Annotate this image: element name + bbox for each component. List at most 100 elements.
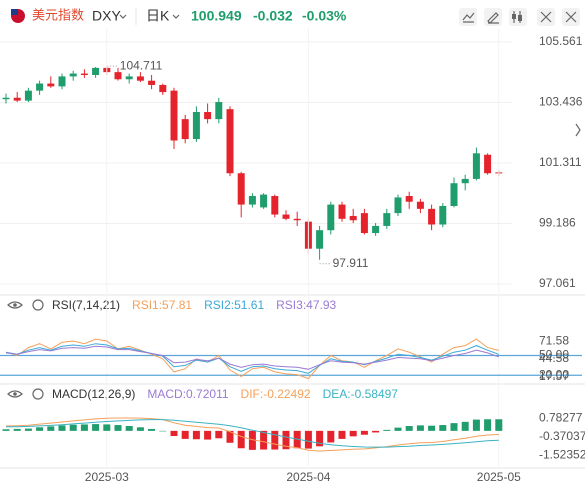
candle-body [439, 205, 447, 225]
candle-body [383, 213, 391, 226]
last-price: 100.949 [191, 8, 242, 24]
histogram-bar [383, 429, 391, 431]
histogram-bar [80, 424, 88, 431]
histogram-bar [237, 430, 245, 449]
histogram-bar [13, 428, 21, 431]
candle-body [204, 112, 212, 120]
draw-icon [487, 12, 499, 24]
indicator-button[interactable] [459, 8, 477, 26]
histogram-bar [204, 430, 212, 440]
candle-body [13, 97, 21, 101]
histogram-bar [192, 430, 200, 440]
histogram-bar [114, 425, 122, 431]
settings-icon[interactable] [32, 299, 44, 311]
x-tick-label: 2025-05 [477, 470, 521, 484]
histogram-bar [428, 425, 436, 431]
histogram-bar [338, 430, 346, 439]
macd-header: MACD(12,26,9) [7, 387, 135, 401]
candle-body [192, 112, 200, 140]
candle-body [405, 196, 413, 202]
histogram-bar [248, 430, 256, 450]
indicator-line [5, 419, 499, 448]
histogram-bar [170, 430, 178, 437]
histogram-bar [2, 429, 10, 431]
dropdown-caret[interactable] [172, 14, 180, 19]
symbol[interactable]: DXY [92, 8, 121, 24]
candle-body [136, 76, 144, 81]
histogram-bar [92, 424, 100, 431]
toolbar [459, 8, 580, 26]
histogram-bar [282, 430, 290, 450]
candle-body [360, 213, 368, 234]
histogram-bar [394, 427, 402, 431]
histogram-bar [159, 430, 167, 432]
flag-canton [11, 9, 18, 15]
indicator-line [5, 345, 499, 370]
max-label: 104.711 [120, 58, 163, 72]
histogram-bar [360, 430, 368, 435]
fullscreen-icon [540, 11, 552, 23]
indicator-line [5, 417, 499, 452]
settings-icon[interactable] [32, 388, 44, 400]
y-tick-label: 71.58 [539, 333, 569, 347]
close-icon [565, 11, 577, 23]
candle-body [416, 201, 424, 209]
candle-body [181, 119, 189, 140]
histogram-bar [69, 424, 77, 431]
reference-label: 50.00 [539, 348, 569, 362]
candle-body [125, 76, 133, 80]
y-tick-label: 99.186 [539, 216, 576, 230]
candle-body [316, 230, 324, 249]
candle-body [271, 196, 279, 215]
candle-body [428, 208, 436, 225]
candle-body [80, 73, 88, 75]
y-tick-label: -0.37037 [539, 429, 585, 443]
histogram-bar [47, 426, 55, 431]
histogram-bar [316, 430, 324, 447]
histogram-bar [58, 425, 66, 431]
expand-arrow[interactable] [575, 123, 581, 137]
histogram-bar [304, 430, 312, 449]
legend-item: MACD:0.72011 [147, 387, 228, 401]
histogram-bar [181, 430, 189, 439]
legend-item: DEA:-0.58497 [323, 387, 399, 401]
legend-item: RSI1:57.81 [132, 298, 192, 312]
x-tick-label: 2025-04 [286, 470, 330, 484]
indicator-line [5, 338, 499, 380]
histogram-bar [484, 419, 492, 431]
candle-body [92, 67, 100, 75]
histogram-bar [495, 419, 503, 431]
candle-body [24, 90, 32, 101]
candle-body [237, 173, 245, 205]
price-change: -0.032 [253, 8, 293, 24]
candle-body [450, 183, 458, 206]
histogram-bar [215, 430, 223, 439]
indicator-title: RSI(7,14,21) [52, 298, 120, 312]
candle-body [394, 197, 402, 214]
histogram-bar [349, 430, 357, 437]
candle-body [293, 218, 301, 221]
candle-body [170, 90, 178, 141]
candle-body [47, 83, 55, 87]
visibility-icon[interactable] [7, 390, 23, 398]
candle-body [349, 215, 357, 221]
histogram-bar [450, 423, 458, 431]
histogram-bar [125, 426, 133, 431]
candle-body [338, 204, 346, 219]
candle-body [472, 153, 480, 179]
dropdown-caret[interactable] [119, 14, 127, 19]
candle-body [248, 196, 256, 205]
rsi-header: RSI(7,14,21) [7, 298, 120, 312]
y-tick-label: 17.57 [539, 369, 569, 383]
visibility-icon[interactable] [7, 301, 23, 309]
histogram-bar [260, 430, 268, 450]
histogram-bar [405, 426, 413, 431]
histogram-bar [327, 430, 335, 443]
candle-body [215, 102, 223, 120]
y-tick-label: -1.52352 [539, 448, 585, 462]
candle-body [372, 225, 380, 234]
period[interactable]: 日K [146, 8, 170, 24]
histogram-bar [271, 430, 279, 450]
visibility-icon-pupil [13, 303, 17, 307]
